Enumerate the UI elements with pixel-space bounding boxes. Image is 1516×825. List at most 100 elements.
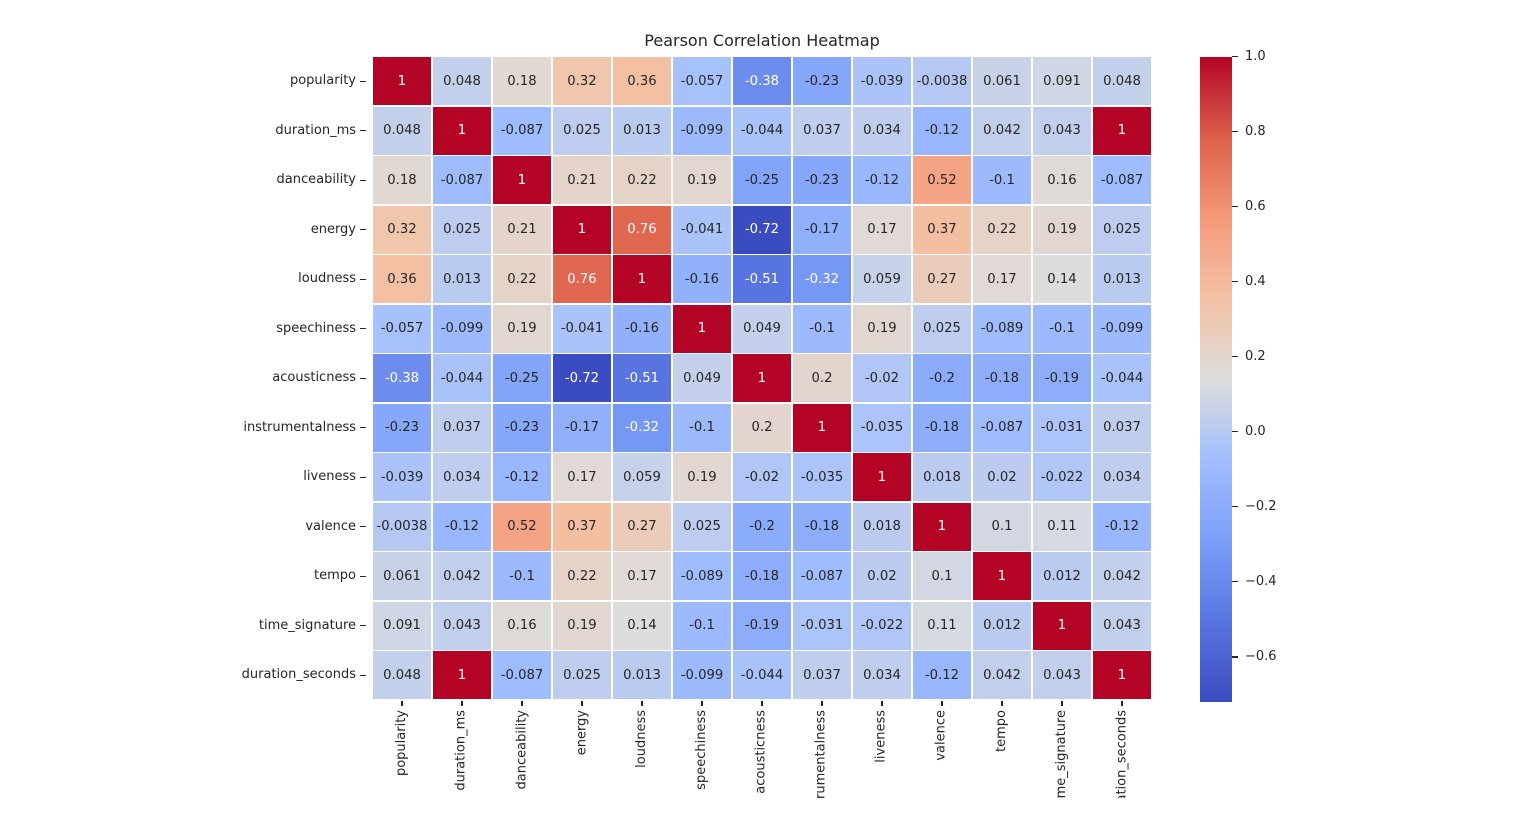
heatmap-cell: -0.089	[972, 304, 1032, 353]
cell-value: -0.12	[864, 172, 900, 188]
x-tick-label: tempo	[994, 710, 1009, 752]
x-tick-label: instrumentalness	[814, 710, 829, 798]
heatmap-cell: 0.22	[972, 205, 1032, 254]
cell-value: 1	[517, 172, 527, 188]
heatmap-cell: -0.035	[792, 453, 852, 502]
cell-value: 1	[757, 370, 767, 386]
cell-value: 0.034	[863, 667, 901, 683]
heatmap-cell: -0.17	[552, 403, 612, 452]
cell-value: -0.19	[744, 618, 780, 634]
colorbar-tick-label: 0.8	[1245, 123, 1266, 139]
heatmap-cell: 0.025	[552, 106, 612, 155]
cell-value: -0.087	[500, 123, 544, 139]
heatmap-cell: 0.2	[792, 354, 852, 403]
cell-value: -0.2	[749, 519, 775, 535]
heatmap-cell: 1	[1092, 106, 1152, 155]
cell-value: -0.72	[744, 222, 780, 238]
colorbar-tick-label: 0.2	[1245, 348, 1266, 364]
x-tick-label: danceability	[514, 710, 529, 790]
heatmap-cell: -0.031	[792, 601, 852, 650]
x-tick-label: popularity	[394, 710, 409, 777]
y-tick-label: valence	[305, 518, 356, 534]
cell-value: -0.19	[1044, 370, 1080, 386]
y-tick-mark	[360, 526, 366, 528]
heatmap-cell: 0.018	[852, 502, 912, 551]
heatmap-cell: -0.18	[972, 354, 1032, 403]
heatmap-cell: 0.049	[672, 354, 732, 403]
cell-value: 1	[397, 73, 407, 89]
cell-value: -0.18	[804, 519, 840, 535]
cell-value: -0.12	[1104, 519, 1140, 535]
cell-value: 0.013	[443, 271, 481, 287]
cell-value: 0.042	[1103, 568, 1141, 584]
cell-value: 0.18	[507, 73, 537, 89]
cell-value: -0.022	[860, 618, 904, 634]
cell-value: -0.1	[809, 321, 835, 337]
heatmap-cell: 1	[612, 255, 672, 304]
heatmap-cell: 0.042	[1092, 552, 1152, 601]
heatmap-cell: 0.19	[672, 453, 732, 502]
heatmap-cell: -0.19	[1032, 354, 1092, 403]
heatmap-cell: 0.16	[1032, 156, 1092, 205]
colorbar-tick-label: −0.4	[1245, 573, 1277, 589]
heatmap-cell: -0.16	[672, 255, 732, 304]
heatmap-cell: -0.18	[792, 502, 852, 551]
cell-value: -0.022	[1040, 469, 1084, 485]
heatmap-cell: 0.048	[432, 57, 492, 106]
heatmap-cell: 1	[912, 502, 972, 551]
cell-value: -0.02	[744, 469, 780, 485]
cell-value: 0.018	[923, 469, 961, 485]
cell-value: 0.22	[507, 271, 537, 287]
cell-value: -0.12	[924, 123, 960, 139]
heatmap-cell: -0.087	[492, 106, 552, 155]
cell-value: 0.37	[567, 519, 597, 535]
heatmap-cell: 0.22	[552, 552, 612, 601]
cell-value: 0.091	[383, 618, 421, 634]
cell-value: 0.16	[507, 618, 537, 634]
cell-value: 0.21	[567, 172, 597, 188]
cell-value: -0.099	[1100, 321, 1144, 337]
y-tick-label: loudness	[298, 271, 356, 287]
heatmap-cell: 0.025	[552, 651, 612, 700]
heatmap-cell: 1	[792, 403, 852, 452]
cell-value: 0.2	[811, 370, 833, 386]
colorbar-tick-label: −0.2	[1245, 498, 1277, 514]
cell-value: -0.031	[800, 618, 844, 634]
heatmap-cell: -0.1	[792, 304, 852, 353]
colorbar-tick-mark	[1232, 581, 1238, 583]
heatmap-cell: -0.057	[372, 304, 432, 353]
cell-value: 0.1	[991, 519, 1013, 535]
heatmap-cell: 0.012	[1032, 552, 1092, 601]
cell-value: -0.1	[509, 568, 535, 584]
cell-value: -0.099	[680, 123, 724, 139]
heatmap-cell: 0.1	[912, 552, 972, 601]
y-tick-label: duration_seconds	[241, 667, 356, 683]
cell-value: -0.0038	[376, 519, 428, 535]
cell-value: 0.034	[863, 123, 901, 139]
y-tick-label: tempo	[314, 568, 356, 584]
cell-value: 1	[997, 568, 1007, 584]
cell-value: -0.23	[384, 420, 420, 436]
heatmap-cell: -0.099	[672, 106, 732, 155]
heatmap-cell: -0.51	[612, 354, 672, 403]
heatmap-cell: -0.087	[492, 651, 552, 700]
cell-value: -0.041	[560, 321, 604, 337]
heatmap-cell: 0.042	[432, 552, 492, 601]
cell-value: 0.32	[387, 222, 417, 238]
cell-value: -0.057	[380, 321, 424, 337]
heatmap-cell: -0.38	[372, 354, 432, 403]
cell-value: -0.72	[564, 370, 600, 386]
heatmap-cell: -0.18	[732, 552, 792, 601]
heatmap-cell: -0.25	[492, 354, 552, 403]
y-tick-mark	[360, 229, 366, 231]
heatmap-cell: -0.16	[612, 304, 672, 353]
cell-value: 0.17	[567, 469, 597, 485]
heatmap-cell: 0.21	[552, 156, 612, 205]
heatmap-cell: 0.049	[732, 304, 792, 353]
cell-value: 0.013	[623, 123, 661, 139]
heatmap-cell: 1	[492, 156, 552, 205]
y-tick-label: danceability	[276, 172, 356, 188]
heatmap-cell: 1	[672, 304, 732, 353]
cell-value: -0.17	[804, 222, 840, 238]
heatmap-cell: 0.034	[852, 106, 912, 155]
